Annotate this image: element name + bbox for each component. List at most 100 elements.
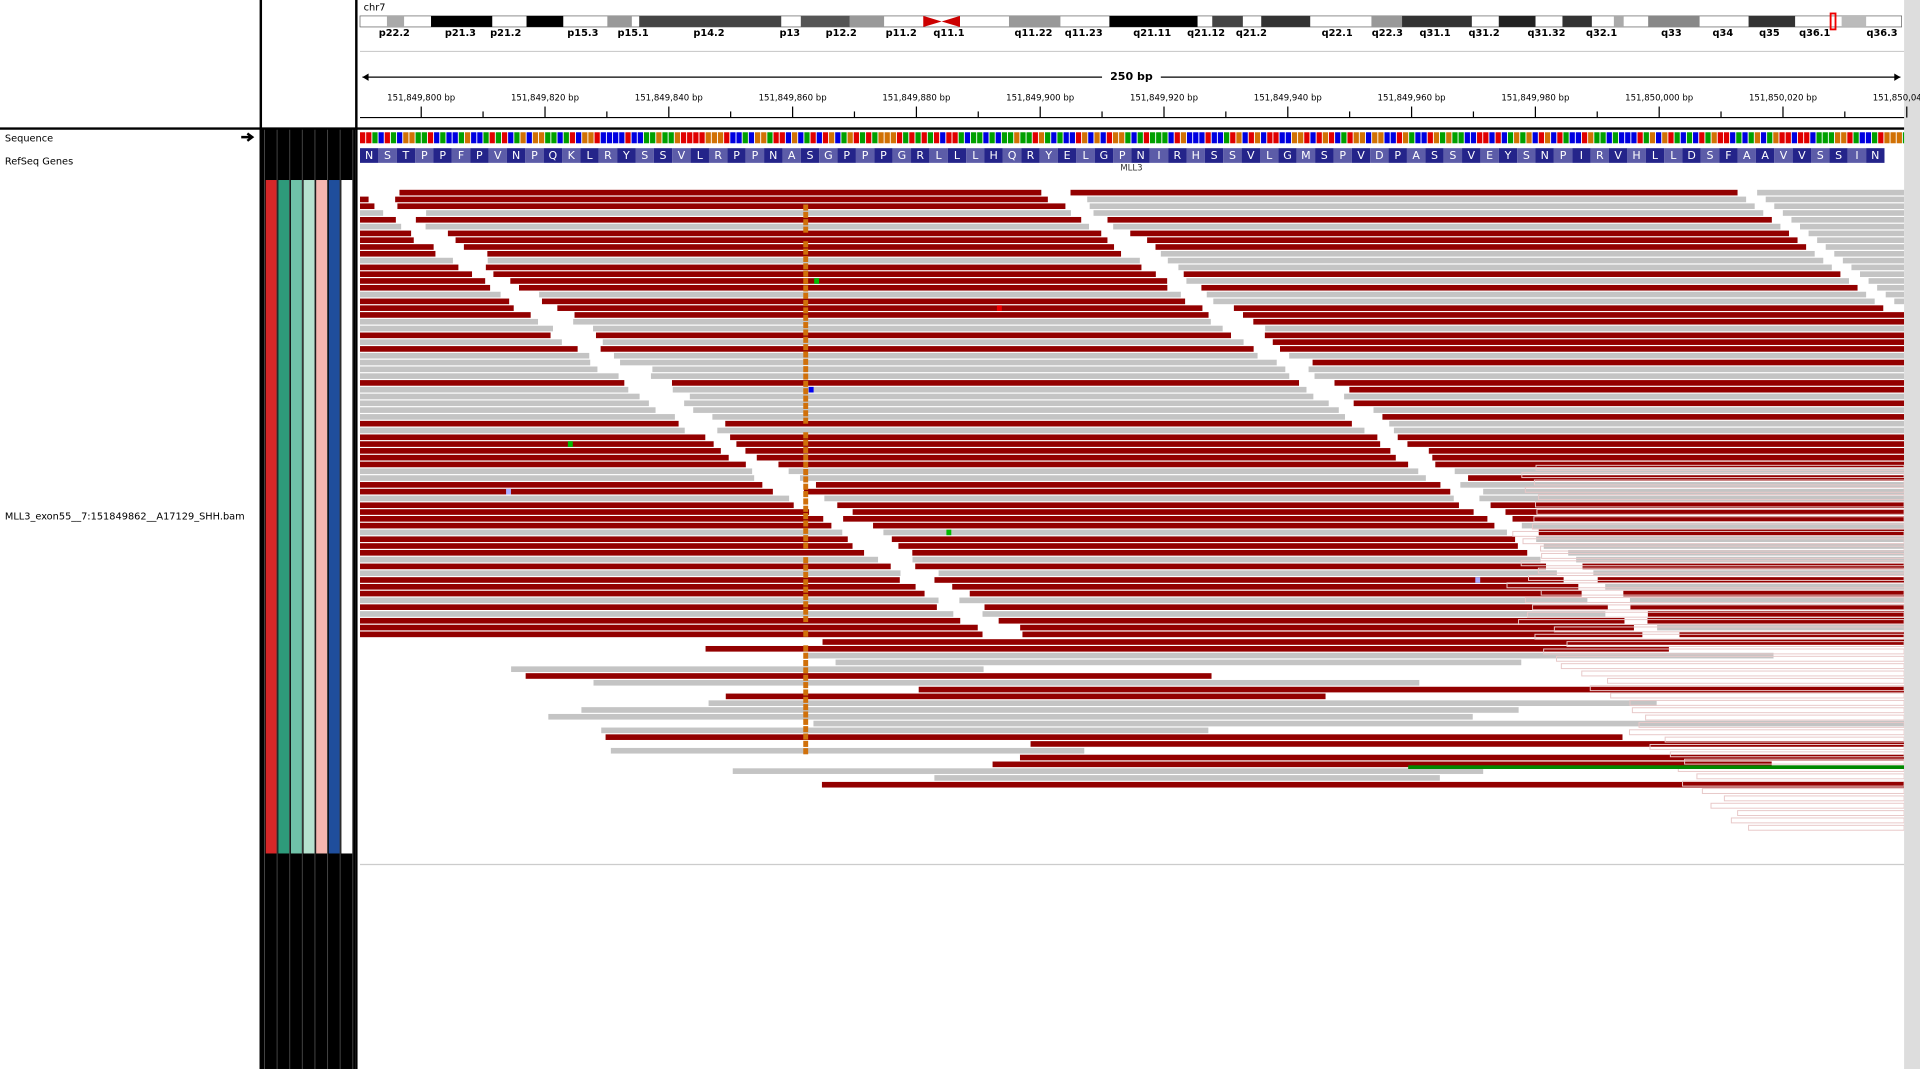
base [625,132,631,144]
read [1885,291,1905,298]
ruler-label: 151,849,860 bp [759,93,827,103]
read [1842,257,1905,264]
amino-acid: E [1486,149,1493,162]
strand-arrow[interactable] [241,132,255,142]
cytoband [1109,15,1198,27]
base [779,132,785,144]
mismatch-column [803,579,809,586]
codon [1443,148,1463,163]
cytoband-label: p22.2 [379,28,410,39]
base [1674,132,1680,144]
base [1865,132,1872,144]
read [360,346,578,352]
base [421,132,427,144]
amino-acid: A [1761,149,1769,162]
base [1631,132,1637,144]
read [725,420,1352,427]
mismatch-column [803,652,809,659]
read [717,427,1365,434]
mismatch-column [803,329,809,336]
codon [727,148,746,163]
ruler-label: 151,849,840 bp [635,93,703,103]
read [360,624,978,631]
ruler: 151,849,800 bp 151,849,820 bp 151,849,840 … [387,93,1920,118]
mismatch-column [803,388,809,395]
base [1760,132,1767,144]
mismatch-column [803,476,809,483]
cytoband-label: q11.1 [933,28,964,39]
read [360,529,843,536]
base [1557,132,1563,144]
amino-acid: L [587,149,594,162]
base [1514,132,1520,144]
track-name: MLL3_exon55__7:151849862__A17129_SHH.bam [5,512,245,523]
read [1070,189,1738,196]
read [620,359,1277,366]
base [835,132,841,144]
read [1201,284,1858,291]
base [1532,132,1538,144]
codon [525,148,544,163]
read [1791,216,1905,223]
read-low-mapq [1535,464,1905,471]
read [360,291,501,298]
base [1581,132,1588,144]
read [1877,284,1905,291]
base [588,132,594,144]
codon [1664,148,1683,163]
read [1834,250,1905,257]
base [403,132,409,144]
attribute-cell [278,180,290,854]
read-low-mapq [1527,611,1905,618]
read-low-mapq [1645,714,1905,721]
read [1349,386,1905,393]
cytoband-label: q21.2 [1236,28,1267,39]
codon [1315,148,1334,163]
mismatch-column [803,586,809,593]
read [1576,556,1905,563]
cytoband [849,15,885,27]
base [717,132,724,144]
read [1479,495,1905,502]
base [1236,132,1242,144]
cytoband [526,15,564,27]
cytoband-label: q33 [1661,28,1682,39]
codon [598,148,618,163]
cytoband [607,15,632,27]
amino-acid: M [1301,149,1311,162]
amino-acid: L [1082,149,1089,162]
base [1896,132,1902,144]
ideogram[interactable]: p22.2 p21.3 p21.2 p15.3 p15.1 p14.2 p13 p12.2 p1… [359,12,1902,39]
amino-acid: Q [1008,149,1017,162]
amino-acid: P [752,149,759,162]
read-low-mapq [1518,619,1905,625]
codon [1186,148,1205,163]
read-low-mapq [1556,655,1905,662]
read [952,583,1579,590]
base [415,132,421,144]
codon [1553,148,1573,163]
mismatch-column [803,726,809,733]
amino-acid: R [1027,149,1035,162]
read [1512,516,1905,522]
read-low-mapq [1536,508,1905,515]
read [399,189,1042,196]
base [1001,132,1008,144]
amino-acid: V [1247,149,1255,162]
base [1470,132,1477,144]
base [1446,132,1452,144]
amino-acid: S [1706,149,1713,162]
mismatch-column [803,344,809,351]
codon [1682,148,1701,163]
read [1373,407,1905,413]
base [1273,132,1279,144]
codon [855,148,875,163]
read [835,659,1522,666]
read [360,230,412,237]
base [1563,132,1569,144]
mismatch-column [803,373,809,380]
base [1143,132,1150,144]
amino-acid: N [769,149,777,162]
read [689,393,1314,400]
base [921,132,927,144]
